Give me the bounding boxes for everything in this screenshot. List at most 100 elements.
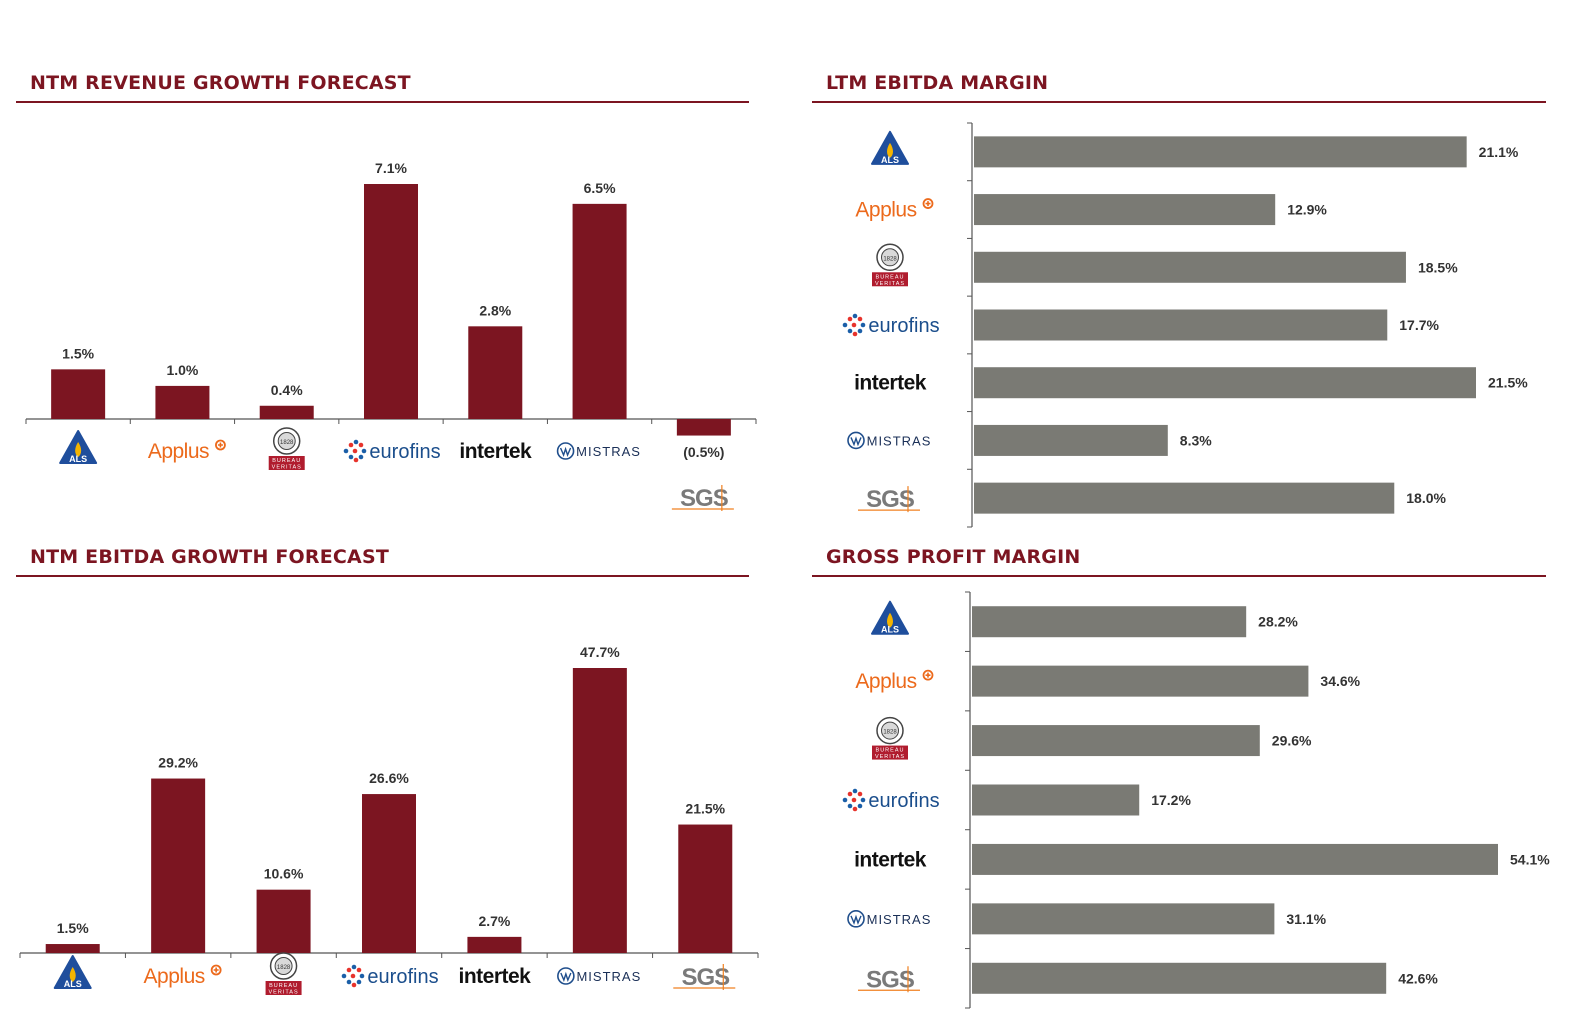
intertek-logo-text: intertek	[458, 965, 531, 988]
mistras-circle	[557, 967, 575, 985]
eurofins-dot	[358, 454, 364, 460]
data-label: 17.2%	[1151, 792, 1191, 808]
bar	[974, 482, 1395, 514]
revenue-title-rule	[16, 101, 749, 103]
als-logo: ALS	[871, 130, 909, 165]
data-label: 6.5%	[584, 180, 616, 196]
als-flame	[887, 142, 893, 158]
mistras-logo-text: MISTRAS	[576, 444, 641, 459]
als-logo: ALS	[59, 430, 98, 464]
bar	[972, 784, 1140, 816]
bar	[678, 824, 733, 953]
eurofins-dot	[852, 806, 858, 812]
mistras-logo: MISTRAS	[847, 431, 932, 450]
data-label: 1.5%	[62, 345, 94, 361]
als-logo-text: ALS	[69, 454, 87, 464]
eurofins-dot	[860, 797, 866, 803]
applus-logo: Applus	[148, 439, 226, 463]
eurofins-dot	[341, 973, 347, 979]
data-label: 2.7%	[478, 913, 510, 929]
mistras-logo: MISTRAS	[556, 442, 641, 460]
bar	[974, 309, 1388, 341]
eurofins-dot	[852, 788, 858, 794]
sgs-logo: SGS	[673, 964, 736, 991]
sgs-crosshair	[858, 486, 920, 513]
bar	[256, 889, 311, 953]
applus-plus	[925, 672, 931, 678]
data-label: (0.5%)	[683, 444, 724, 460]
eurofins-dot	[857, 328, 863, 334]
bar	[676, 419, 731, 436]
eurofins-logo: eurofins	[341, 964, 439, 988]
bar	[972, 962, 1387, 994]
eurofins-dot	[353, 457, 359, 463]
bar	[259, 405, 314, 419]
data-label: 0.4%	[271, 382, 303, 398]
gross-margin-chart: 28.2% ALS 34.6% Applus 29.6% 1828 BUREAUVERITA…	[842, 591, 1550, 1009]
eurofins-dot	[842, 322, 848, 328]
bar	[972, 606, 1247, 638]
eurofins-dot	[346, 979, 352, 985]
eurofins-dot	[847, 803, 853, 809]
eurofins-dot	[847, 328, 853, 334]
eurofins-dot	[851, 322, 857, 328]
sgs-logo: SGS	[671, 485, 734, 512]
bv-line2: VERITAS	[875, 281, 905, 287]
applus-plus	[925, 201, 931, 207]
als-flame	[69, 967, 76, 982]
eurofins-dot	[847, 316, 853, 322]
eurofins-dot	[851, 797, 857, 803]
als-logo-text: ALS	[64, 979, 82, 989]
bar	[467, 936, 522, 953]
eurofins-dot	[358, 442, 364, 448]
eurofins-dot	[860, 322, 866, 328]
applus-plus	[213, 967, 219, 973]
eurofins-dot	[857, 803, 863, 809]
bv-line2: VERITAS	[875, 754, 905, 760]
eurofins-logo-text: eurofins	[367, 966, 438, 988]
bv-year: 1828	[883, 256, 897, 262]
bar	[972, 903, 1275, 935]
sgs-logo: SGS	[858, 486, 920, 513]
applus-logo-text: Applus	[144, 965, 205, 988]
mistras-logo-text: MISTRAS	[576, 969, 641, 984]
bar	[45, 944, 100, 953]
eurofins-dot	[343, 448, 349, 454]
mistras-circle	[847, 910, 865, 928]
eurofins-logo: eurofins	[842, 788, 940, 812]
bv-line1: BUREAU	[269, 983, 298, 989]
applus-plus-circle	[922, 198, 934, 209]
applus-logo: Applus	[144, 964, 222, 988]
bar	[51, 369, 106, 419]
eurofins-logo-text: eurofins	[868, 315, 939, 337]
data-label: 1.0%	[166, 362, 198, 378]
data-label: 29.2%	[158, 755, 198, 771]
applus-logo: Applus	[855, 198, 934, 222]
mistras-logo: MISTRAS	[557, 967, 641, 985]
applus-plus-circle	[215, 439, 226, 451]
data-label: 26.6%	[369, 770, 409, 786]
gross-margin-title-rule	[812, 575, 1546, 577]
ebitda-margin-chart-title: LTM EBITDA MARGIN	[826, 72, 1049, 94]
eurofins-logo: eurofins	[842, 313, 940, 337]
bv-line2: VERITAS	[272, 465, 302, 471]
data-label: 8.3%	[1180, 432, 1212, 448]
mistras-logo-text: MISTRAS	[867, 433, 932, 448]
eurofins-dot	[852, 331, 858, 337]
als-flame	[75, 442, 82, 457]
bv-red-band	[872, 745, 908, 760]
eurofins-logo-text: eurofins	[868, 790, 939, 812]
applus-plus-circle	[210, 964, 222, 976]
sgs-crosshair	[671, 485, 734, 511]
bar	[972, 665, 1309, 697]
bv-line1: BUREAU	[876, 748, 905, 754]
mistras-logo: MISTRAS	[847, 910, 930, 928]
data-label: 21.1%	[1479, 144, 1519, 160]
mistras-wave	[850, 436, 862, 447]
als-logo-text: ALS	[881, 155, 899, 165]
bar	[572, 668, 627, 953]
data-label: 2.8%	[479, 302, 511, 318]
applus-plus-circle	[922, 669, 934, 681]
intertek-logo: intertek	[854, 372, 927, 395]
